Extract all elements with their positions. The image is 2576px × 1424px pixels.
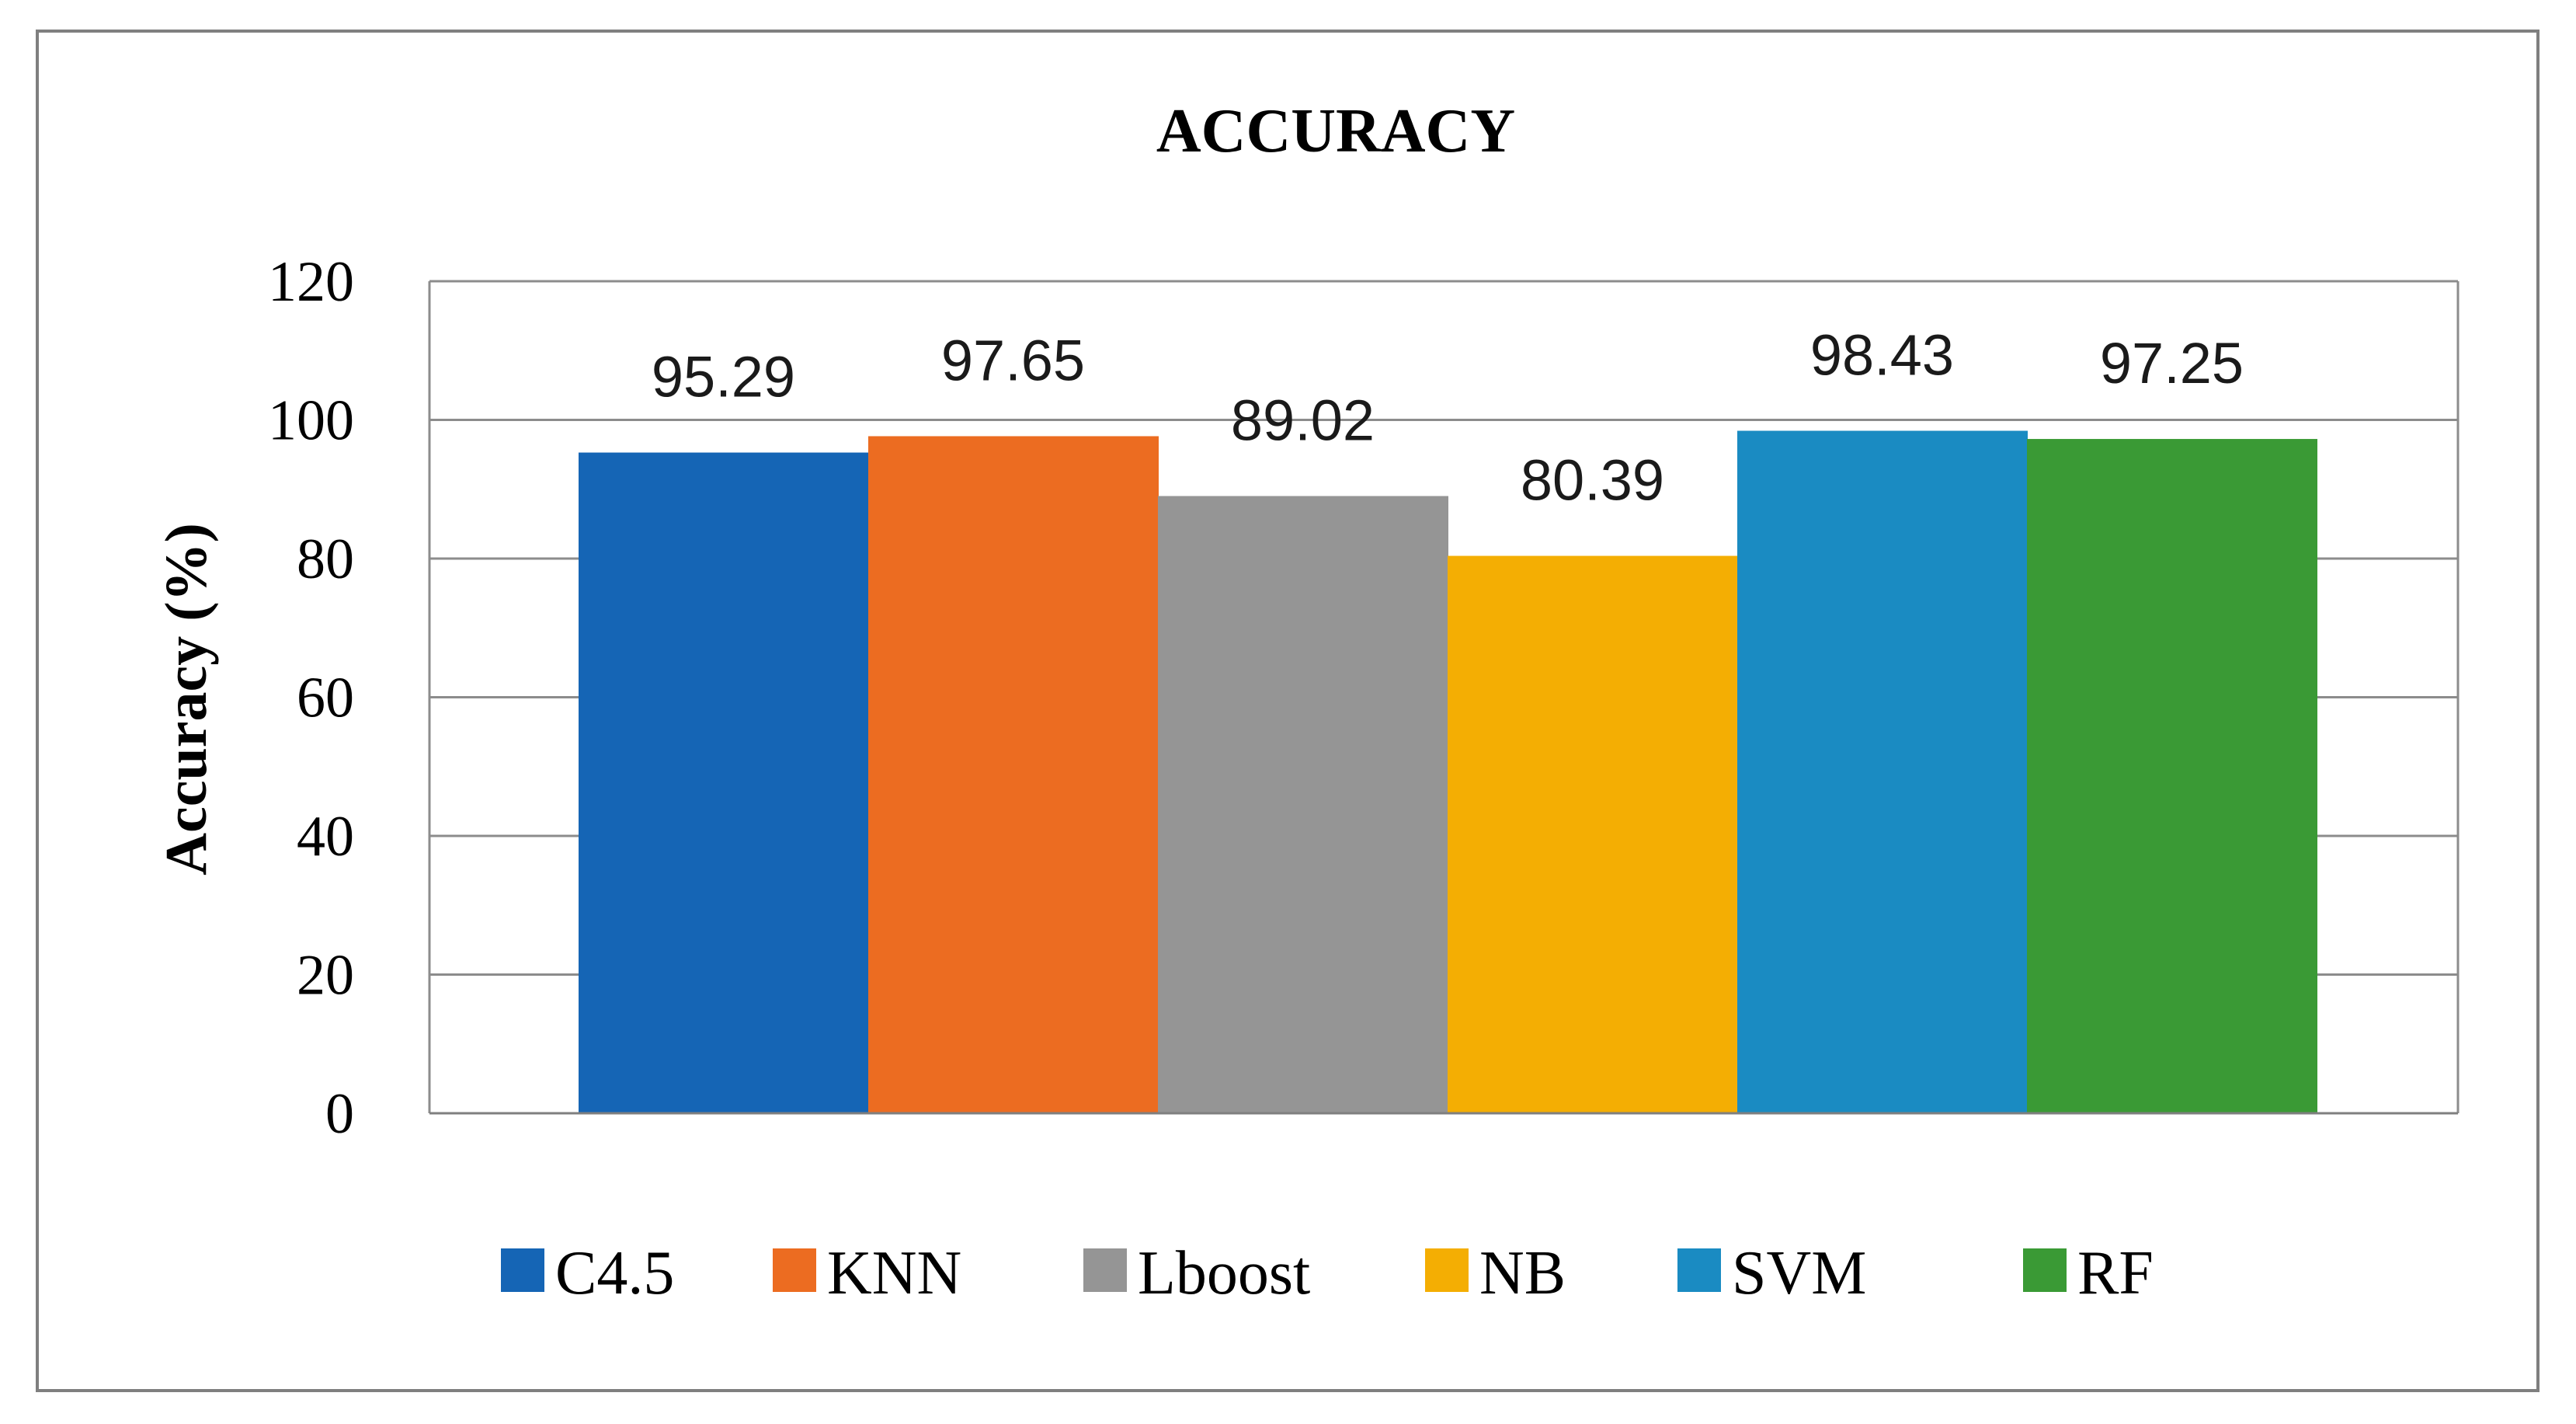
data-label: 89.02 — [1231, 388, 1375, 452]
bar-rf — [2027, 439, 2317, 1113]
legend-label: Lboost — [1138, 1239, 1310, 1307]
legend-label: SVM — [1732, 1239, 1866, 1307]
legend-item: SVM — [1677, 1239, 1866, 1307]
legend-swatch — [1677, 1248, 1721, 1292]
legend-item: NB — [1425, 1239, 1566, 1307]
data-label: 80.39 — [1521, 448, 1664, 513]
legend: C4.5 KNN Lboost NB SVM RF — [501, 1239, 2154, 1307]
legend-item: Lboost — [1083, 1239, 1310, 1307]
data-labels: 95.29 97.65 89.02 80.39 98.43 97.25 — [652, 323, 2244, 513]
data-label: 95.29 — [652, 345, 795, 409]
legend-label: NB — [1479, 1239, 1566, 1307]
bar-nb — [1448, 555, 1738, 1113]
legend-swatch — [501, 1248, 544, 1292]
legend-item: C4.5 — [501, 1239, 674, 1307]
legend-label: C4.5 — [555, 1239, 674, 1307]
y-tick-label: 40 — [297, 805, 354, 869]
legend-swatch — [1083, 1248, 1127, 1292]
legend-item: KNN — [773, 1239, 961, 1307]
legend-label: KNN — [827, 1239, 961, 1307]
bar-knn — [868, 436, 1159, 1113]
y-axis-label: Accuracy (%) — [154, 523, 219, 876]
legend-swatch — [773, 1248, 816, 1292]
y-tick-label: 60 — [297, 667, 354, 730]
data-label: 98.43 — [1810, 323, 1954, 388]
bar-svm — [1737, 430, 2028, 1113]
legend-item: RF — [2023, 1239, 2154, 1307]
y-tick-label: 100 — [268, 389, 354, 453]
y-tick-label: 0 — [325, 1082, 354, 1146]
chart-title: ACCURACY — [1156, 97, 1515, 165]
data-label: 97.25 — [2100, 331, 2244, 395]
y-axis-ticks: 0 20 40 60 80 100 120 — [268, 250, 2460, 1146]
y-tick-label: 80 — [297, 527, 354, 591]
bars — [579, 430, 2317, 1113]
bar-lboost — [1158, 496, 1448, 1113]
bar-c4-5 — [579, 452, 869, 1113]
y-tick-label: 20 — [297, 944, 354, 1008]
legend-label: RF — [2077, 1239, 2154, 1307]
legend-swatch — [1425, 1248, 1469, 1292]
legend-swatch — [2023, 1248, 2067, 1292]
y-tick-label: 120 — [268, 250, 354, 314]
data-label: 97.65 — [941, 328, 1085, 392]
